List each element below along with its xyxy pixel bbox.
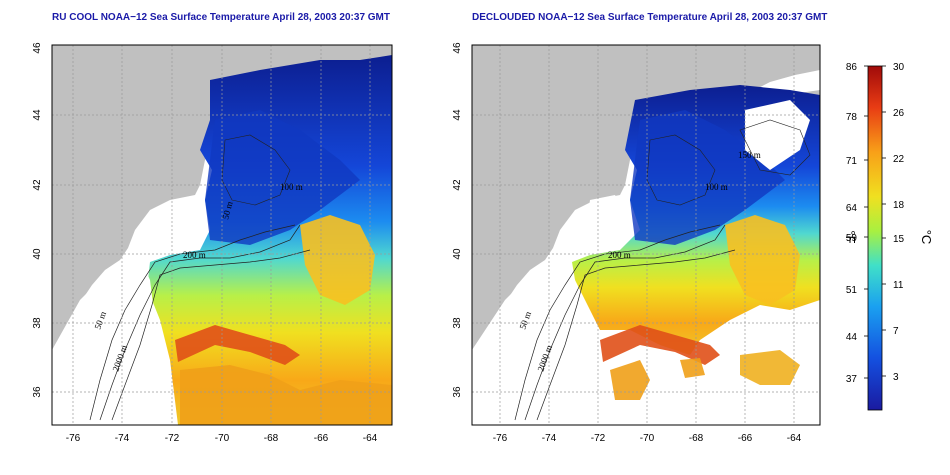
colorbar-fahrenheit-unit: °F bbox=[843, 230, 858, 243]
left-contour-label-50b: 50 m bbox=[220, 200, 234, 220]
right-contour-label-100: 100 m bbox=[705, 182, 728, 192]
left-y-tick: 38 bbox=[32, 317, 43, 329]
left-contour-label-200: 200 m bbox=[183, 250, 206, 260]
left-gulf-stream bbox=[175, 325, 300, 365]
left-cold-shelf bbox=[205, 110, 360, 245]
left-warm-south bbox=[180, 365, 392, 425]
left-x-tick: -72 bbox=[165, 433, 180, 444]
right-y-tick: 38 bbox=[452, 317, 463, 329]
right-y-tick: 36 bbox=[452, 386, 463, 398]
left-y-tick: 42 bbox=[32, 179, 43, 191]
right-x-tick: -64 bbox=[787, 433, 802, 444]
right-map-panel: 200 m 50 m 2000 m 100 m 150 m -76 -74 -7… bbox=[452, 42, 821, 444]
right-contour-label-150: 150 m bbox=[738, 150, 761, 160]
left-y-axis: 36 38 40 42 44 46 bbox=[32, 42, 43, 398]
right-nodata-wedge bbox=[472, 258, 595, 425]
right-warm-patch-3 bbox=[680, 358, 705, 378]
right-contour-50m bbox=[514, 224, 721, 421]
colorbar-c-label: 7 bbox=[893, 326, 899, 337]
left-contour-200m bbox=[99, 224, 301, 421]
colorbar-ticks bbox=[864, 65, 886, 379]
left-y-tick: 44 bbox=[32, 109, 43, 121]
colorbar-c-label: 22 bbox=[893, 154, 905, 165]
colorbar-c-label: 18 bbox=[893, 200, 905, 211]
left-x-tick: -76 bbox=[66, 433, 81, 444]
left-gridlines bbox=[52, 45, 392, 425]
colorbar-f-label: 51 bbox=[846, 285, 858, 296]
left-map-title: RU COOL NOAA−12 Sea Surface Temperature … bbox=[52, 12, 390, 23]
right-cold-shelf bbox=[630, 110, 785, 245]
right-contour-bank bbox=[646, 134, 716, 206]
right-x-axis: -76 -74 -72 -70 -68 -66 -64 bbox=[493, 433, 802, 444]
right-contour-gulf-maine bbox=[739, 119, 811, 176]
colorbar: 86 78 71 64 59 51 44 37 30 26 22 18 15 1… bbox=[843, 62, 934, 411]
colorbar-f-label: 86 bbox=[846, 62, 858, 73]
right-cloud-hole-2 bbox=[588, 195, 625, 225]
left-y-tick: 36 bbox=[32, 386, 43, 398]
right-contour-2000m bbox=[536, 249, 736, 421]
colorbar-c-label: 3 bbox=[893, 372, 899, 383]
right-warm-eddy bbox=[725, 215, 800, 305]
right-warm-patch-1 bbox=[610, 360, 650, 400]
right-gulf-stream bbox=[600, 325, 720, 365]
left-y-tick: 40 bbox=[32, 248, 43, 260]
right-map-frame bbox=[471, 44, 821, 426]
right-map-title: DECLOUDED NOAA−12 Sea Surface Temperatur… bbox=[472, 12, 828, 23]
right-contour-label-200: 200 m bbox=[608, 250, 631, 260]
left-y-tick: 46 bbox=[32, 42, 43, 54]
right-gridlines bbox=[472, 45, 820, 425]
colorbar-gradient bbox=[867, 65, 883, 411]
left-x-tick: -64 bbox=[363, 433, 378, 444]
left-x-tick: -68 bbox=[264, 433, 279, 444]
right-warm-patch-2 bbox=[740, 350, 800, 385]
left-x-tick: -74 bbox=[115, 433, 130, 444]
colorbar-c-label: 11 bbox=[893, 280, 904, 291]
right-x-tick: -72 bbox=[591, 433, 606, 444]
right-y-axis: 36 38 40 42 44 46 bbox=[452, 42, 463, 398]
left-x-tick: -66 bbox=[314, 433, 329, 444]
left-warm-eddy bbox=[300, 215, 375, 305]
right-x-tick: -66 bbox=[738, 433, 753, 444]
left-land-mass bbox=[52, 45, 392, 350]
left-contour-label-100: 100 m bbox=[280, 182, 303, 192]
right-x-tick: -68 bbox=[689, 433, 704, 444]
left-contour-2000m bbox=[111, 249, 311, 421]
left-contour-bank bbox=[221, 134, 291, 206]
left-x-tick: -70 bbox=[215, 433, 230, 444]
left-x-axis: -76 -74 -72 -70 -68 -66 -64 bbox=[66, 433, 378, 444]
right-land-mass bbox=[472, 45, 820, 350]
right-y-tick: 46 bbox=[452, 42, 463, 54]
right-x-tick: -70 bbox=[640, 433, 655, 444]
colorbar-c-label: 26 bbox=[893, 108, 905, 119]
colorbar-f-label: 71 bbox=[846, 156, 858, 167]
colorbar-c-label: 30 bbox=[893, 62, 905, 73]
colorbar-c-label: 15 bbox=[893, 234, 905, 245]
colorbar-f-label: 64 bbox=[846, 203, 858, 214]
colorbar-f-label: 59 bbox=[846, 233, 858, 244]
right-y-tick: 44 bbox=[452, 109, 463, 121]
colorbar-f-label: 37 bbox=[846, 374, 858, 385]
left-map-frame bbox=[51, 44, 393, 426]
left-nodata-wedge bbox=[52, 258, 170, 425]
right-y-tick: 42 bbox=[452, 179, 463, 191]
right-y-tick: 40 bbox=[452, 248, 463, 260]
colorbar-f-label: 44 bbox=[846, 332, 858, 343]
right-x-tick: -76 bbox=[493, 433, 508, 444]
right-x-tick: -74 bbox=[542, 433, 557, 444]
colorbar-f-label: 78 bbox=[846, 112, 858, 123]
colorbar-celsius-unit: °C bbox=[919, 230, 934, 245]
left-map-panel: 200 m 50 m 2000 m 100 m 50 m -76 -74 -72… bbox=[32, 42, 393, 444]
right-contour-200m bbox=[524, 224, 726, 421]
left-contour-50m bbox=[89, 224, 296, 421]
